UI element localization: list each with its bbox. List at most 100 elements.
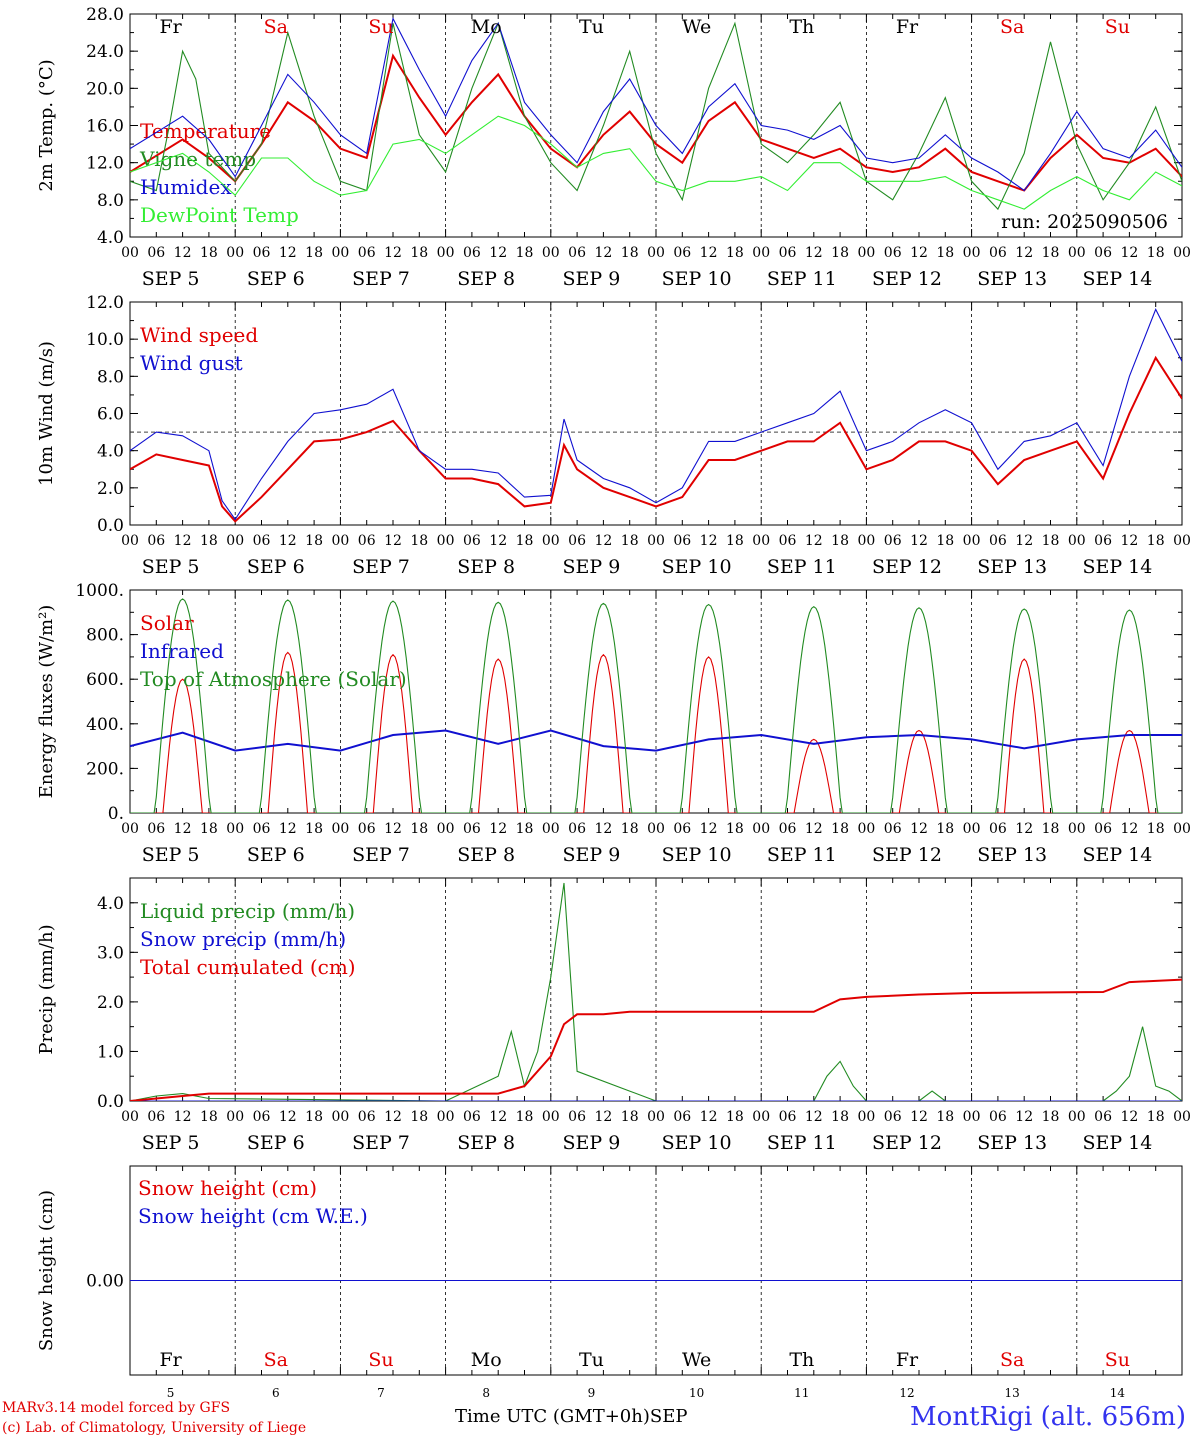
date-label: SEP 11 [767, 556, 837, 578]
hour-tick-label: 18 [305, 245, 323, 261]
hour-tick-label: 06 [463, 821, 481, 837]
hour-tick-label: 06 [568, 533, 586, 549]
weekday-label-bottom: Fr [159, 1349, 182, 1371]
run-label: run: 2025090506 [1001, 211, 1168, 233]
hour-tick-label: 18 [621, 1109, 639, 1125]
time-axis-label: Time UTC (GMT+0h)SEP [455, 1406, 687, 1427]
hour-tick-label: 18 [726, 1109, 744, 1125]
hour-tick-label: 00 [331, 821, 349, 837]
y-tick-label: 0.0 [97, 1092, 124, 1112]
hour-tick-label: 00 [752, 1109, 770, 1125]
hour-tick-label: 12 [174, 1109, 192, 1125]
hour-tick-label: 12 [489, 1109, 507, 1125]
y-tick-label: 800. [86, 626, 124, 646]
y-tick-label: 0.0 [97, 516, 124, 536]
y-axis-label: Energy fluxes (W/m²) [36, 605, 57, 799]
date-label: SEP 14 [1082, 556, 1152, 578]
hour-tick-label: 12 [279, 533, 297, 549]
date-label: SEP 5 [142, 556, 200, 578]
weekday-label-bottom: We [682, 1349, 711, 1371]
y-tick-label: 20.0 [86, 79, 124, 99]
hour-tick-label: 00 [647, 821, 665, 837]
weekday-label-top: Fr [896, 16, 919, 38]
date-label: SEP 12 [872, 844, 942, 866]
hour-tick-label: 18 [516, 821, 534, 837]
y-tick-label: 4.0 [97, 894, 124, 914]
hour-tick-label: 12 [594, 533, 612, 549]
hour-tick-label: 00 [963, 1109, 981, 1125]
date-label: SEP 13 [977, 1132, 1047, 1154]
hour-tick-label: 12 [805, 821, 823, 837]
hour-tick-label: 12 [384, 533, 402, 549]
date-label: SEP 6 [247, 556, 305, 578]
hour-tick-label: 18 [936, 821, 954, 837]
date-label: SEP 10 [662, 1132, 732, 1154]
y-tick-label: 2.0 [97, 479, 124, 499]
series-line-0 [130, 53, 1182, 192]
hour-tick-label: 06 [147, 1109, 165, 1125]
hour-tick-label: 06 [463, 1109, 481, 1125]
weekday-label-top: Su [1105, 16, 1130, 38]
legend-entry: Snow height (cm) [138, 1176, 317, 1200]
date-label: SEP 9 [562, 556, 620, 578]
weekday-label-top: We [682, 16, 711, 38]
hour-tick-label: 06 [989, 533, 1007, 549]
hour-tick-label: 18 [831, 245, 849, 261]
hour-tick-label: 00 [1173, 821, 1191, 837]
date-label: SEP 14 [1082, 1132, 1152, 1154]
month-label: SEP [649, 1406, 688, 1427]
weekday-label-top: Th [789, 16, 814, 38]
hour-tick-label: 00 [121, 821, 139, 837]
model-credit: MARv3.14 model forced by GFS [2, 1400, 231, 1416]
hour-tick-label: 12 [594, 245, 612, 261]
hour-tick-label: 12 [910, 1109, 928, 1125]
day-number-label: 10 [689, 1386, 704, 1400]
hour-tick-label: 06 [147, 533, 165, 549]
hour-tick-label: 06 [568, 245, 586, 261]
hour-tick-label: 00 [1068, 1109, 1086, 1125]
y-axis-label: 2m Temp. (°C) [36, 59, 57, 191]
y-tick-label: 16.0 [86, 117, 124, 137]
date-label: SEP 14 [1082, 268, 1152, 290]
hour-tick-label: 06 [358, 245, 376, 261]
hour-tick-label: 18 [1042, 1109, 1060, 1125]
y-tick-label: 3.0 [97, 943, 124, 963]
series-line-0 [130, 651, 1182, 813]
hour-tick-label: 06 [673, 1109, 691, 1125]
date-label: SEP 11 [767, 844, 837, 866]
hour-tick-label: 00 [437, 1109, 455, 1125]
date-label: SEP 11 [767, 1132, 837, 1154]
hour-tick-label: 06 [358, 533, 376, 549]
hour-tick-label: 06 [673, 821, 691, 837]
hour-tick-label: 00 [226, 821, 244, 837]
hour-tick-label: 00 [226, 245, 244, 261]
hour-tick-label: 12 [910, 533, 928, 549]
y-tick-label: 12.0 [86, 293, 124, 313]
hour-tick-label: 12 [279, 1109, 297, 1125]
hour-tick-label: 12 [1120, 821, 1138, 837]
hour-tick-label: 06 [989, 1109, 1007, 1125]
hour-tick-label: 12 [805, 1109, 823, 1125]
y-tick-label: 600. [86, 670, 124, 690]
hour-tick-label: 00 [121, 1109, 139, 1125]
hour-tick-label: 12 [384, 1109, 402, 1125]
series-line-2 [130, 978, 1182, 1101]
date-label: SEP 7 [352, 268, 410, 290]
y-tick-label: 0.00 [86, 1272, 124, 1292]
y-tick-label: 4.0 [97, 442, 124, 462]
legend-entry: Vigne temp [139, 147, 256, 171]
y-tick-label: 4.0 [97, 228, 124, 248]
hour-tick-label: 00 [226, 533, 244, 549]
hour-tick-label: 12 [910, 821, 928, 837]
legend-entry: Humidex [140, 175, 232, 199]
hour-tick-label: 00 [542, 245, 560, 261]
hour-tick-label: 18 [410, 245, 428, 261]
date-label: SEP 13 [977, 844, 1047, 866]
date-label: SEP 7 [352, 1132, 410, 1154]
hour-tick-label: 12 [594, 821, 612, 837]
hour-tick-label: 06 [1094, 533, 1112, 549]
date-label: SEP 9 [562, 1132, 620, 1154]
hour-tick-label: 06 [1094, 1109, 1112, 1125]
hour-tick-label: 06 [568, 1109, 586, 1125]
hour-tick-label: 18 [726, 533, 744, 549]
